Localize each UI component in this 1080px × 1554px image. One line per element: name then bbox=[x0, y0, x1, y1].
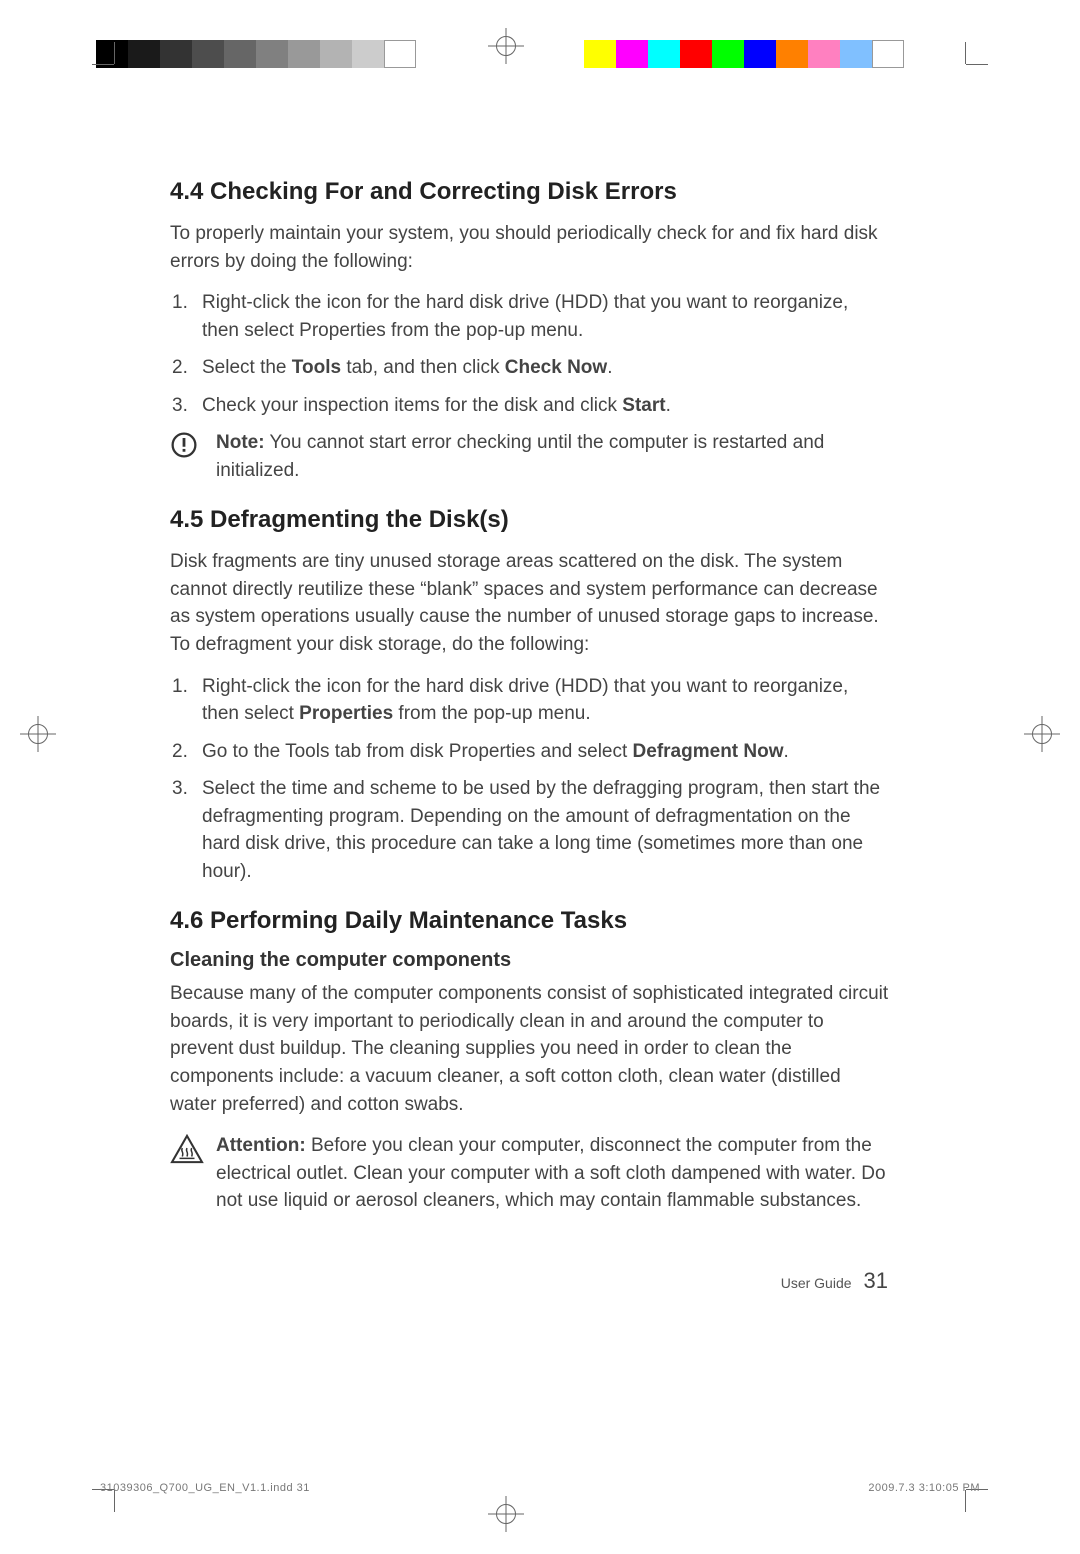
crop-mark bbox=[80, 64, 114, 98]
footer-label: User Guide bbox=[781, 1275, 852, 1291]
swatch bbox=[256, 40, 288, 68]
swatch bbox=[872, 40, 904, 68]
crosshair-icon bbox=[1024, 716, 1060, 752]
color-swatch-row bbox=[584, 40, 904, 68]
body-paragraph: Because many of the computer components … bbox=[170, 980, 890, 1118]
hot-surface-icon bbox=[170, 1134, 202, 1166]
swatch bbox=[128, 40, 160, 68]
swatch bbox=[776, 40, 808, 68]
swatch bbox=[288, 40, 320, 68]
section-intro: Disk fragments are tiny unused storage a… bbox=[170, 548, 890, 658]
crop-mark bbox=[966, 64, 1000, 98]
imprint-file: 31039306_Q700_UG_EN_V1.1.indd 31 bbox=[100, 1482, 310, 1494]
swatch bbox=[712, 40, 744, 68]
note-text: Note: You cannot start error checking un… bbox=[216, 429, 890, 484]
note-callout: Note: You cannot start error checking un… bbox=[170, 429, 890, 484]
crosshair-icon bbox=[488, 28, 524, 64]
list-item: Right-click the icon for the hard disk d… bbox=[170, 673, 890, 728]
section-heading-4-6: 4.6 Performing Daily Maintenance Tasks bbox=[170, 907, 890, 935]
ordered-list: Right-click the icon for the hard disk d… bbox=[170, 673, 890, 886]
swatch bbox=[584, 40, 616, 68]
crosshair-icon bbox=[488, 1496, 524, 1532]
registration-top bbox=[0, 18, 1080, 78]
list-item: Right-click the icon for the hard disk d… bbox=[170, 289, 890, 344]
print-page: 4.4 Checking For and Correcting Disk Err… bbox=[0, 0, 1080, 1554]
swatch bbox=[808, 40, 840, 68]
attention-callout: Attention: Before you clean your compute… bbox=[170, 1132, 890, 1215]
alert-icon bbox=[170, 431, 202, 463]
swatch bbox=[192, 40, 224, 68]
swatch bbox=[744, 40, 776, 68]
page-number: 31 bbox=[864, 1268, 888, 1294]
swatch bbox=[352, 40, 384, 68]
page-footer: User Guide 31 bbox=[781, 1268, 888, 1294]
ordered-list: Right-click the icon for the hard disk d… bbox=[170, 289, 890, 419]
section-heading-4-4: 4.4 Checking For and Correcting Disk Err… bbox=[170, 178, 890, 206]
list-item: Select the Tools tab, and then click Che… bbox=[170, 354, 890, 382]
swatch bbox=[840, 40, 872, 68]
swatch bbox=[680, 40, 712, 68]
subsection-heading: Cleaning the computer components bbox=[170, 949, 890, 972]
swatch bbox=[224, 40, 256, 68]
imprint-line: 31039306_Q700_UG_EN_V1.1.indd 31 2009.7.… bbox=[100, 1482, 980, 1494]
list-item: Check your inspection items for the disk… bbox=[170, 392, 890, 420]
swatch bbox=[160, 40, 192, 68]
swatch bbox=[616, 40, 648, 68]
swatch bbox=[384, 40, 416, 68]
section-heading-4-5: 4.5 Defragmenting the Disk(s) bbox=[170, 506, 890, 534]
list-item: Select the time and scheme to be used by… bbox=[170, 775, 890, 885]
list-item: Go to the Tools tab from disk Properties… bbox=[170, 738, 890, 766]
page-content: 4.4 Checking For and Correcting Disk Err… bbox=[170, 156, 890, 1225]
attention-text: Attention: Before you clean your compute… bbox=[216, 1132, 890, 1215]
swatch bbox=[648, 40, 680, 68]
grey-swatch-row bbox=[96, 40, 416, 68]
crosshair-icon bbox=[20, 716, 56, 752]
imprint-timestamp: 2009.7.3 3:10:05 PM bbox=[868, 1482, 980, 1494]
swatch bbox=[320, 40, 352, 68]
section-intro: To properly maintain your system, you sh… bbox=[170, 220, 890, 275]
